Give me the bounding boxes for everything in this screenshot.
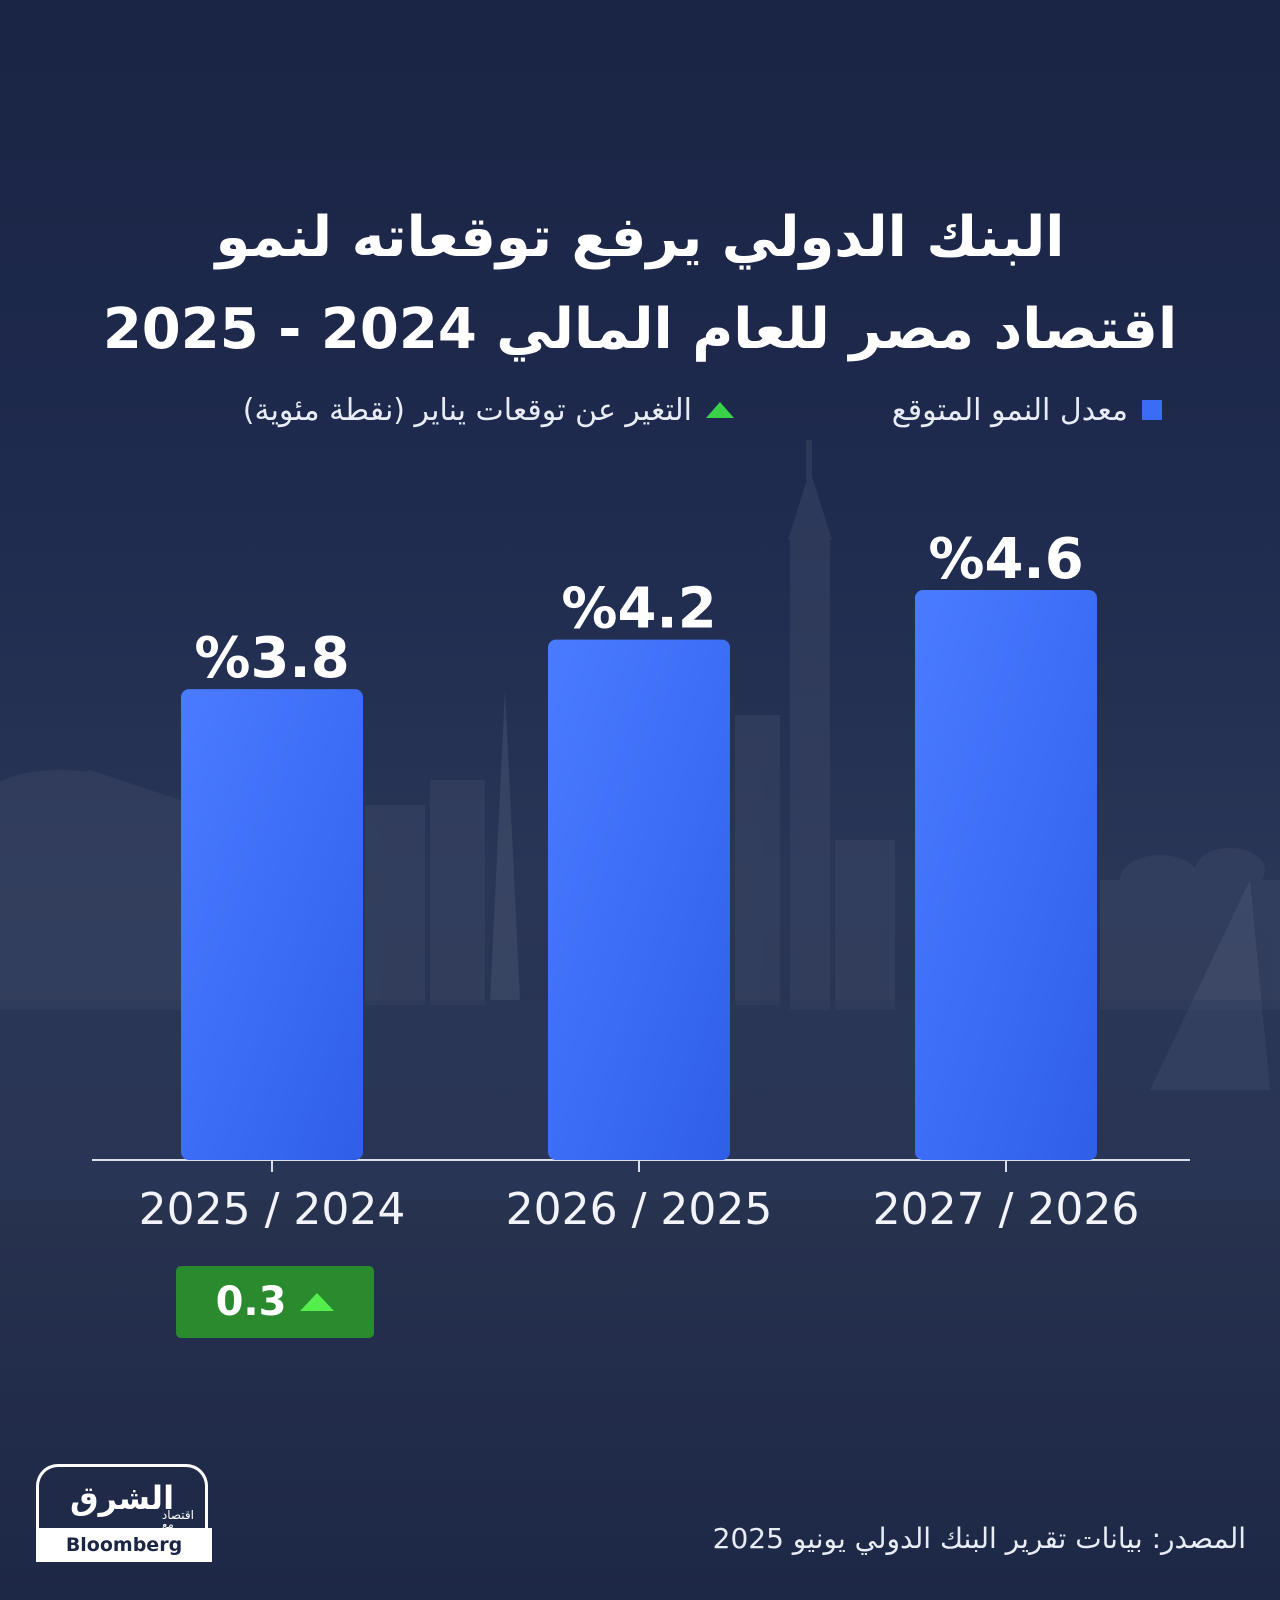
value-label-3: %4.6 xyxy=(928,527,1083,592)
value-label-1: %3.8 xyxy=(194,626,349,691)
title-line-2: اقتصاد مصر للعام المالي 2024 - 2025 xyxy=(102,297,1178,362)
category-label-3: 2027 / 2026 xyxy=(873,1184,1140,1235)
change-badge: 0.3 xyxy=(176,1266,374,1338)
bar-1 xyxy=(181,689,363,1160)
asharq-bloomberg-logo: الشرق اقتصاد مع Bloomberg xyxy=(36,1464,212,1562)
category-label-1: 2025 / 2024 xyxy=(139,1184,406,1235)
legend-change: التغير عن توقعات يناير (نقطة مئوية) xyxy=(243,390,734,430)
blue-square-icon xyxy=(1142,400,1162,420)
logo-partner-text: Bloomberg xyxy=(36,1528,212,1562)
chart-title: البنك الدولي يرفع توقعاته لنمو اقتصاد مص… xyxy=(60,192,1220,376)
green-triangle-icon xyxy=(706,402,734,418)
up-arrow-icon xyxy=(300,1293,335,1311)
title-line-1: البنك الدولي يرفع توقعاته لنمو xyxy=(215,205,1065,270)
source-note: المصدر: بيانات تقرير البنك الدولي يونيو … xyxy=(712,1522,1246,1555)
logo-with-text: مع xyxy=(162,1518,174,1531)
legend-growth: معدل النمو المتوقع xyxy=(892,390,1162,430)
legend-change-label: التغير عن توقعات يناير (نقطة مئوية) xyxy=(242,392,692,428)
change-value: 0.3 xyxy=(215,1279,287,1325)
legend-growth-label: معدل النمو المتوقع xyxy=(891,392,1128,428)
logo-main-text: الشرق xyxy=(36,1464,208,1528)
bar-3 xyxy=(915,590,1097,1160)
category-label-2: 2026 / 2025 xyxy=(506,1184,773,1235)
value-label-2: %4.2 xyxy=(561,577,716,642)
bar-2 xyxy=(548,639,730,1160)
logo-sub-text: اقتصاد xyxy=(161,1508,194,1522)
